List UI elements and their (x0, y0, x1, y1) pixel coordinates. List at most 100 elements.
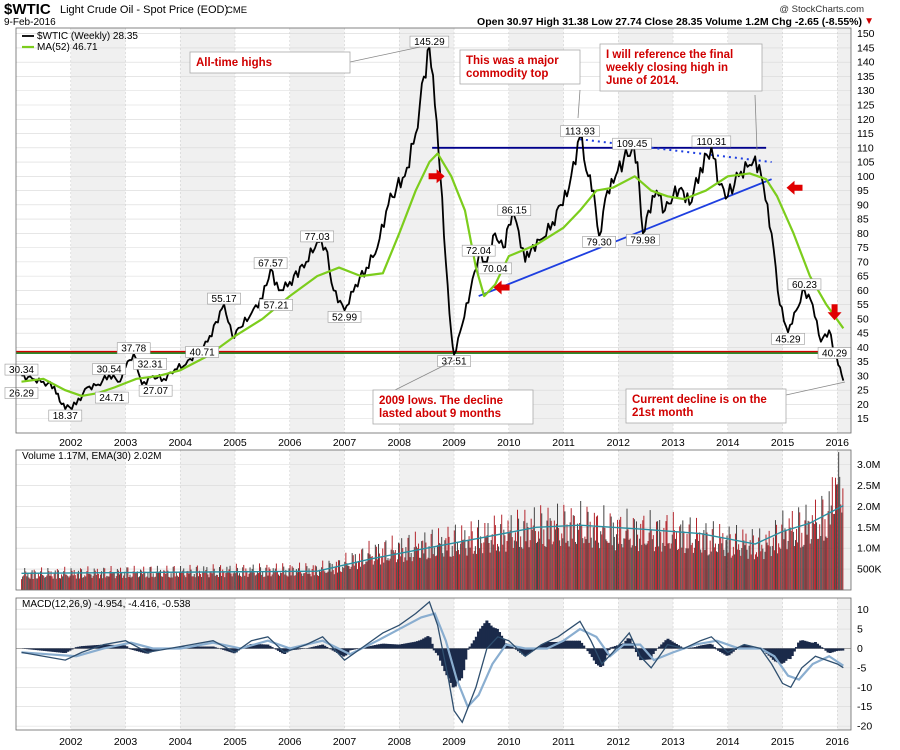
volume-bar (410, 552, 412, 590)
macd-histogram-bar (348, 648, 352, 651)
volume-bar (627, 529, 629, 590)
macd-histogram-bar (601, 648, 605, 666)
price-y-tick-label: 100 (857, 171, 875, 183)
volume-bar (359, 553, 361, 590)
volume-bar (570, 508, 572, 590)
volume-bar (692, 552, 694, 590)
volume-bar (577, 523, 579, 590)
macd-histogram-bar (666, 638, 670, 649)
volume-y-tick-label: 2.5M (857, 480, 880, 492)
volume-bar (553, 520, 555, 590)
macd-x-tick-label: 2010 (497, 736, 521, 748)
volume-bar (154, 576, 156, 590)
volume-y-tick-label: 1.5M (857, 522, 880, 534)
volume-bar (830, 505, 832, 590)
volume-bar (494, 525, 496, 590)
data-label-box (771, 333, 805, 345)
volume-bar (778, 543, 780, 590)
macd-histogram-bar (407, 642, 411, 649)
volume-bar (67, 576, 69, 590)
macd-histogram-bar (717, 648, 721, 651)
volume-y-tick-label: 1.0M (857, 543, 880, 555)
volume-bar (183, 568, 185, 590)
macd-histogram-bar (491, 627, 495, 649)
annotation-leader (349, 46, 421, 63)
volume-bar (568, 546, 570, 590)
macd-x-tick-label: 2009 (442, 736, 466, 748)
macd-histogram-bar (748, 645, 752, 649)
macd-histogram-bar (32, 648, 36, 650)
annotation-text: 2009 lows. The decline (379, 395, 503, 407)
volume-bar (29, 578, 31, 590)
data-label-box (116, 342, 151, 355)
volume-bar (645, 545, 647, 590)
volume-bar (418, 543, 420, 590)
volume-bar (310, 576, 312, 590)
volume-bar (827, 511, 829, 590)
volume-bar (289, 565, 291, 590)
volume-bar (569, 522, 571, 590)
macd-histogram-bar (529, 648, 533, 653)
volume-bar (720, 537, 722, 590)
volume-bar (129, 574, 131, 590)
volume-bar (712, 521, 714, 590)
macd-histogram-bar (704, 644, 708, 649)
volume-bar (339, 560, 341, 590)
volume-bar (466, 555, 468, 590)
volume-bar (414, 531, 416, 590)
macd-histogram-bar (380, 643, 384, 649)
volume-bar (110, 566, 112, 590)
volume-bar (201, 576, 203, 590)
price-y-tick-label: 40 (857, 342, 869, 354)
volume-bar (456, 542, 458, 590)
volume-bar (741, 547, 743, 590)
volume-bar (91, 577, 93, 590)
volume-bar (66, 574, 68, 590)
macd-histogram-bar (474, 636, 478, 649)
volume-bar (714, 543, 716, 590)
macd-x-tick-label: 2008 (388, 736, 412, 748)
price-y-tick-label: 125 (857, 100, 875, 112)
data-label-box (437, 355, 471, 367)
volume-bar (475, 553, 477, 590)
volume-bar (449, 556, 451, 590)
annotation-leader (754, 94, 758, 151)
volume-bar (354, 554, 356, 590)
volume-bar (370, 556, 372, 590)
macd-histogram-bar (205, 646, 209, 649)
volume-bar (267, 575, 269, 590)
data-label-box (691, 135, 732, 148)
volume-bar (700, 549, 702, 590)
annotation-text: This was a major (466, 55, 559, 67)
volume-bar (285, 569, 287, 590)
volume-bar (518, 518, 520, 590)
volume-bar (581, 525, 583, 590)
volume-bar (380, 564, 382, 590)
macd-histogram-bar (527, 648, 531, 654)
volume-bar (93, 568, 95, 590)
volume-bar (648, 532, 650, 590)
volume-bar (438, 528, 440, 590)
macd-x-tick-label: 2015 (771, 736, 795, 748)
macd-histogram-bar (146, 648, 150, 654)
volume-bar (335, 561, 337, 590)
macd-x-tick-label: 2004 (169, 736, 193, 748)
volume-bar (270, 576, 272, 590)
volume-bar (70, 568, 72, 590)
price-y-tick-label: 20 (857, 399, 869, 411)
macd-histogram-bar (394, 644, 398, 649)
macd-histogram-bar (521, 648, 525, 655)
volume-bar (644, 543, 646, 590)
volume-bar (549, 518, 551, 590)
data-label: 40.71 (190, 347, 215, 358)
volume-bar (163, 570, 165, 590)
volume-bar (312, 565, 314, 590)
volume-bar (111, 573, 113, 590)
macd-histogram-bar (121, 645, 125, 649)
macd-histogram-bar (350, 648, 354, 650)
volume-bar (353, 565, 355, 590)
volume-bar (75, 578, 77, 590)
red-arrow-left-icon (493, 280, 510, 295)
volume-bar (803, 544, 805, 590)
volume-bar (54, 570, 56, 590)
